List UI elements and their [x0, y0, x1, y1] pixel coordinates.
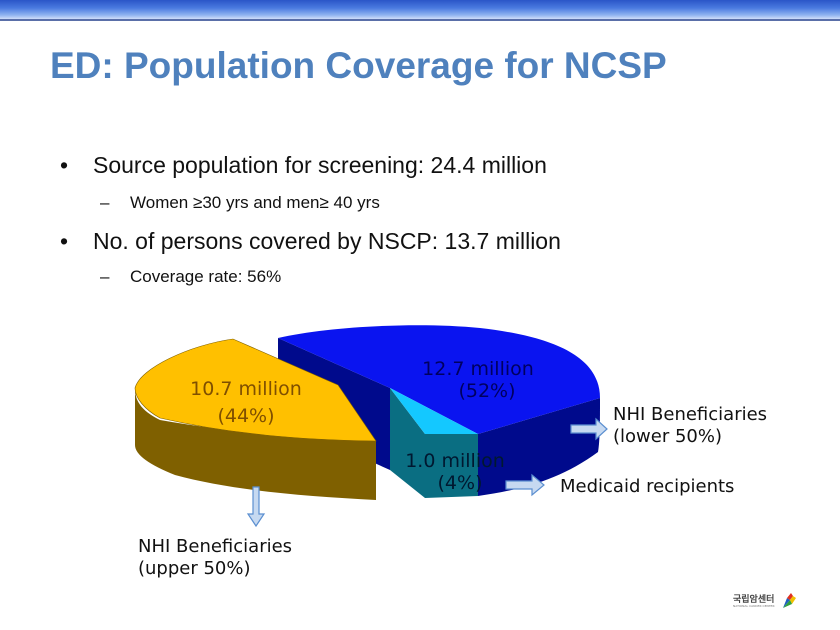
arrow-right-icon: [505, 473, 545, 497]
slice-side: [425, 434, 478, 498]
callout-line2: (lower 50%): [613, 426, 722, 447]
callout-medicaid: Medicaid recipients: [560, 476, 734, 498]
arrow-down-icon: [246, 486, 266, 528]
callout-line1: Medicaid recipients: [560, 476, 735, 497]
slice-label-lower-percent: (52%): [458, 380, 515, 402]
slice-label-medicaid-percent: (4%): [438, 472, 483, 494]
subbullet-eligibility: – Women ≥30 yrs and men≥ 40 yrs: [100, 193, 380, 213]
logo-subtext: NATIONAL CANCER CENTER: [733, 604, 775, 608]
slice-side: [135, 388, 376, 500]
arrow-right-icon: [570, 417, 608, 441]
pie-slice-upper-50: [134, 338, 377, 500]
slice-label-lower-value: 12.7 million: [422, 358, 534, 380]
bullet-dot: •: [60, 228, 69, 254]
sub-dash: –: [100, 267, 110, 286]
callout-line1: NHI Beneficiaries: [613, 404, 768, 425]
sub-text: Coverage rate: 56%: [130, 267, 282, 286]
bullet-text: Source population for screening: 24.4 mi…: [93, 152, 547, 178]
callout-line2: (upper 50%): [138, 558, 251, 579]
header-banner: [0, 0, 840, 20]
bullet-covered-persons: • No. of persons covered by NSCP: 13.7 mi…: [60, 228, 561, 255]
slice-top: [278, 325, 600, 434]
sub-text: Women ≥30 yrs and men≥ 40 yrs: [130, 193, 380, 212]
pie-slice-medicaid: [390, 388, 478, 498]
sub-dash: –: [100, 193, 110, 212]
slice-top: [390, 388, 478, 434]
slice-label-upper-value: 10.7 million: [190, 378, 302, 400]
callout-lower-50: NHI Beneficiaries (lower 50%): [613, 404, 767, 448]
bullet-source-population: • Source population for screening: 24.4 m…: [60, 152, 547, 179]
national-cancer-center-logo: 국립암센터 NATIONAL CANCER CENTER: [733, 592, 797, 612]
callout-line1: NHI Beneficiaries: [138, 536, 293, 557]
slice-side: [478, 398, 600, 496]
slice-side: [390, 388, 425, 498]
slice-label-medicaid-value: 1.0 million: [405, 450, 505, 472]
logo-mark-icon: [783, 593, 796, 608]
callout-upper-50: NHI Beneficiaries (upper 50%): [138, 536, 292, 580]
slice-label-upper-percent: (44%): [217, 405, 274, 427]
logo-text: 국립암센터: [733, 595, 775, 605]
header-divider: [0, 19, 840, 21]
slide-title: ED: Population Coverage for NCSP: [50, 45, 667, 86]
bullet-text: No. of persons covered by NSCP: 13.7 mil…: [93, 228, 561, 254]
subbullet-coverage-rate: – Coverage rate: 56%: [100, 267, 281, 287]
slice-top: [134, 338, 377, 442]
bullet-dot: •: [60, 152, 69, 178]
